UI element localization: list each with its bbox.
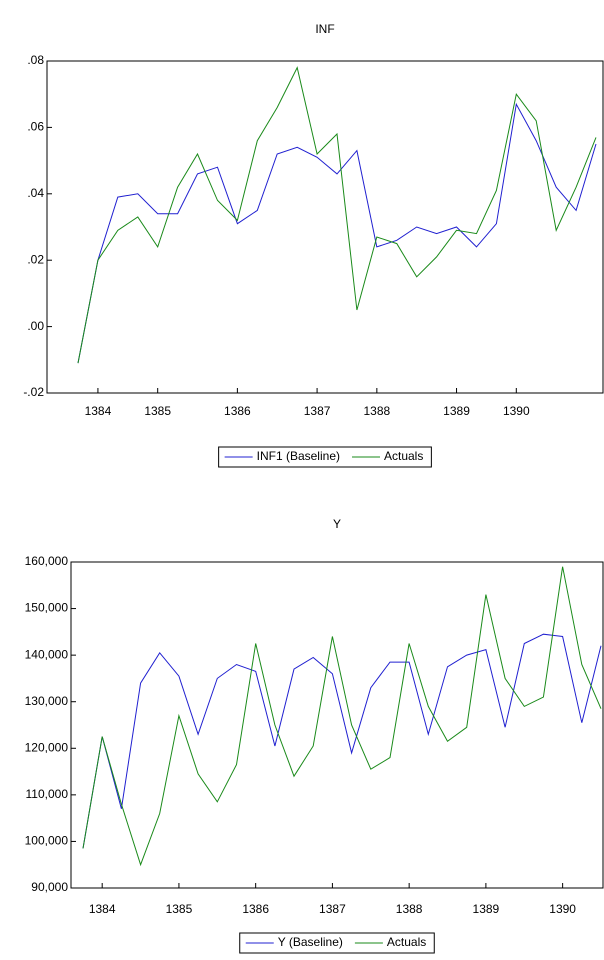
x-tick-label: 1387: [304, 404, 331, 418]
series-line: [77, 66, 597, 364]
y-tick-label: 110,000: [26, 787, 69, 801]
x-tick-label: 1389: [473, 902, 500, 916]
y-tick-label: 100,000: [25, 834, 69, 848]
series-line: [77, 102, 597, 364]
legend-label: Actuals: [387, 935, 426, 949]
y-tick-label: -.02: [23, 385, 44, 399]
x-tick-label: 1384: [85, 404, 112, 418]
x-tick-label: 1389: [443, 404, 470, 418]
y-tick-label: .06: [27, 120, 44, 134]
x-tick-label: 1384: [89, 902, 116, 916]
y-tick-label: .00: [27, 319, 44, 333]
legend-label: Y (Baseline): [278, 935, 343, 949]
x-tick-label: 1388: [396, 902, 423, 916]
y-tick-label: 150,000: [25, 601, 69, 615]
chart-title: INF: [315, 22, 334, 36]
y-tick-label: 140,000: [25, 647, 69, 661]
x-tick-label: 1390: [503, 404, 530, 418]
series-line: [82, 633, 602, 849]
x-tick-label: 1385: [166, 902, 193, 916]
x-tick-label: 1390: [549, 902, 576, 916]
y-tick-label: .02: [27, 252, 44, 266]
legend-label: INF1 (Baseline): [257, 449, 340, 463]
y-tick-label: 160,000: [25, 554, 69, 568]
chart-title: Y: [333, 517, 341, 531]
x-tick-label: 1386: [242, 902, 269, 916]
x-tick-label: 1387: [319, 902, 346, 916]
legend-box: [239, 932, 435, 954]
y-tick-label: .08: [27, 53, 44, 67]
y-tick-label: .04: [27, 186, 44, 200]
plot-frame: [46, 60, 604, 394]
y-tick-label: 90,000: [31, 880, 68, 894]
plot-frame: [70, 561, 604, 889]
series-line: [82, 566, 602, 867]
x-tick-label: 1385: [144, 404, 171, 418]
x-tick-label: 1386: [224, 404, 251, 418]
y-tick-label: 120,000: [25, 740, 69, 754]
legend-label: Actuals: [384, 449, 423, 463]
legend-box: [218, 446, 432, 468]
x-tick-label: 1388: [363, 404, 390, 418]
y-tick-label: 130,000: [25, 694, 69, 708]
